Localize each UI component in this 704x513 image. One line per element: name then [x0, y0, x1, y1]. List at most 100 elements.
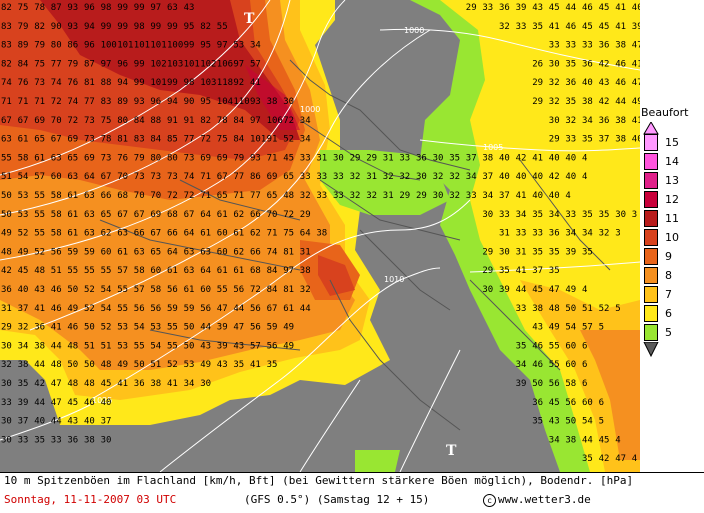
gust-value: 45 [599, 3, 610, 13]
gust-value: 56 [233, 285, 244, 295]
gust-value: 63 [184, 247, 195, 257]
gust-value: 43 [233, 341, 244, 351]
gust-value: 75 [217, 135, 228, 145]
gust-value: 6 [582, 341, 587, 351]
gust-value: 58 [51, 210, 62, 220]
low-pressure-marker: T [244, 11, 255, 27]
legend-color-box [644, 267, 658, 284]
gust-value: 52 [283, 135, 294, 145]
gust-value: 65 [101, 210, 112, 220]
gust-value: 6 [582, 379, 587, 389]
gust-value: 101 [150, 41, 166, 51]
gust-value: 72 [200, 135, 211, 145]
gust-value: 32 [18, 323, 29, 333]
gust-value: 44 [51, 417, 62, 427]
gust-value: 44 [51, 341, 62, 351]
gust-value: 96 [117, 59, 128, 69]
gust-value: 53 [150, 323, 161, 333]
gust-value: 94 [84, 22, 95, 32]
gust-value: 46 [51, 304, 62, 314]
gust-value: 57 [134, 285, 145, 295]
gust-value: 43 [67, 417, 78, 427]
gust-value: 33 [582, 41, 593, 51]
gust-value: 101 [134, 41, 150, 51]
gust-value: 43 [532, 323, 543, 333]
gust-value: 97 [101, 59, 112, 69]
gust-value: 55 [34, 229, 45, 239]
gust-value: 42 [599, 97, 610, 107]
gust-value: 40 [565, 153, 576, 163]
gust-value: 45 [599, 435, 610, 445]
gust-value: 35 [582, 210, 593, 220]
gust-value: 30 [549, 59, 560, 69]
gust-value: 33 [399, 153, 410, 163]
gust-value: 55 [167, 323, 178, 333]
gust-value: 45 [532, 285, 543, 295]
gust-value: 31 [499, 229, 510, 239]
gust-value: 46 [51, 285, 62, 295]
gust-value: 41 [516, 191, 527, 201]
gust-value: 58 [51, 229, 62, 239]
gust-value: 81 [283, 247, 294, 257]
gust-value: 96 [84, 3, 95, 13]
gust-value: 35 [267, 360, 278, 370]
legend-color-box [644, 248, 658, 265]
gust-value: 93 [67, 22, 78, 32]
gust-value: 40 [549, 191, 560, 201]
gust-value: 60 [150, 266, 161, 276]
gust-value: 67 [101, 172, 112, 182]
gust-value: 33 [300, 153, 311, 163]
gust-value: 35 [599, 210, 610, 220]
gust-value: 67 [184, 210, 195, 220]
gust-value: 43 [599, 78, 610, 88]
gust-value: 50 [184, 323, 195, 333]
gust-value: 35 [532, 247, 543, 257]
gust-value: 50 [565, 304, 576, 314]
gust-value: 80 [150, 153, 161, 163]
gust-value: 36 [134, 379, 145, 389]
gust-value: 55 [34, 210, 45, 220]
gust-value: 36 [416, 153, 427, 163]
gust-value: 39 [217, 323, 228, 333]
gust-value: 79 [233, 153, 244, 163]
gust-value: 56 [200, 304, 211, 314]
gust-value: 48 [67, 379, 78, 389]
gust-value: 50 [184, 341, 195, 351]
gust-value: 63 [51, 153, 62, 163]
gust-value: 63 [117, 229, 128, 239]
gust-value: 54 [582, 417, 593, 427]
gust-value: 60 [217, 229, 228, 239]
gust-value: 29 [416, 191, 427, 201]
gust-value: 55 [84, 266, 95, 276]
gust-value: 50 [134, 360, 145, 370]
gust-value: 56 [549, 379, 560, 389]
gust-value: 61 [117, 247, 128, 257]
gust-value: 5 [615, 304, 620, 314]
gust-value: 40 [532, 172, 543, 182]
gust-value: 66 [250, 247, 261, 257]
gust-value: 60 [101, 247, 112, 257]
gust-value: 55 [217, 285, 228, 295]
gust-value: 55 [117, 285, 128, 295]
gust-value: 30 [101, 435, 112, 445]
gust-value: 45 [582, 22, 593, 32]
gust-value: 40 [499, 172, 510, 182]
gust-value: 77 [250, 191, 261, 201]
gust-value: 56 [250, 323, 261, 333]
borders [99, 59, 611, 431]
pressure-labels: 1000 1000 1005 1010 1025 T T [92, 11, 503, 459]
gust-value: 38 [300, 266, 311, 276]
gust-value: 87 [84, 59, 95, 69]
gust-value: 37 [18, 417, 29, 427]
gust-value: 48 [1, 247, 12, 257]
gust-value: 51 [51, 266, 62, 276]
gust-value: 71 [200, 191, 211, 201]
gust-value: 36 [532, 398, 543, 408]
gust-value: 70 [134, 191, 145, 201]
gust-value: 47 [632, 41, 640, 51]
gust-value: 33 [300, 172, 311, 182]
gust-value: 82 [200, 116, 211, 126]
gust-value: 35 [549, 247, 560, 257]
gust-value: 38 [267, 97, 278, 107]
gust-value: 31 [300, 247, 311, 257]
